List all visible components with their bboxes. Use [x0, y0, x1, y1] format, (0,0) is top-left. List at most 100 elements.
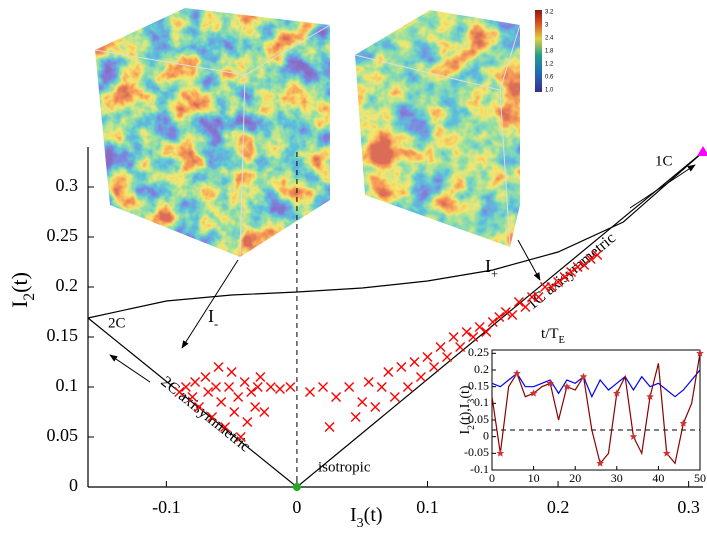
annotation: 1C: [655, 153, 673, 169]
annotation: I+: [485, 256, 498, 281]
label-part: I: [350, 504, 357, 526]
scatter-point: [592, 250, 603, 260]
star-marker: [646, 392, 654, 400]
x-tick-label: 0.2: [547, 497, 570, 517]
x-tick-label: 0.1: [416, 497, 439, 517]
scatter-point: [265, 382, 276, 392]
label-part: I: [485, 256, 491, 276]
scatter-point: [363, 377, 374, 387]
label-part: (t): [458, 385, 473, 399]
label-part: I: [208, 306, 214, 326]
scatter-point: [468, 332, 479, 342]
x-tick-label: 0: [292, 497, 301, 517]
scatter-point: [220, 422, 231, 432]
scatter-point: [415, 372, 426, 382]
subscript: 2: [21, 293, 38, 301]
scatter-point: [259, 407, 270, 417]
series-line: [491, 369, 701, 399]
scatter-point: [566, 267, 577, 277]
scatter-point: [200, 372, 211, 382]
scatter-point: [422, 352, 433, 362]
colorbar-label: 3: [545, 23, 549, 29]
scatter-point: [533, 292, 544, 302]
y-tick-label: 0.15: [47, 325, 79, 345]
scatter-point: [224, 382, 235, 392]
scatter-point: [553, 277, 564, 287]
label-part: I: [458, 430, 473, 435]
subscript: -: [214, 317, 218, 331]
scatter-point: [429, 362, 440, 372]
scatter-point: [494, 312, 505, 322]
scatter-point: [180, 382, 191, 392]
cube-edge: [499, 89, 511, 248]
x-tick-label: -0.1: [152, 497, 181, 517]
label-part: (t),I: [458, 403, 473, 425]
star-marker: [662, 449, 671, 457]
y-tick-label: 0: [483, 428, 489, 442]
annotation: 2C: [108, 315, 126, 331]
scatter-point: [513, 297, 524, 307]
star-marker: [546, 379, 554, 387]
scatter-point: [246, 387, 257, 397]
y-tick-label: 0.3: [56, 175, 79, 195]
scatter-point: [324, 422, 335, 432]
scatter-point: [235, 432, 246, 442]
label-part: (t): [7, 272, 32, 293]
colorbar-label: 1.8: [545, 49, 554, 55]
scatter-point: [500, 307, 511, 317]
colorbar-label: 1.0: [545, 88, 554, 94]
annotation: I-: [208, 306, 218, 331]
scatter-point: [396, 362, 407, 372]
scatter-point: [285, 382, 296, 392]
scatter-point: [402, 382, 413, 392]
scatter-point: [559, 272, 570, 282]
y-tick-label: 0: [69, 475, 78, 495]
star-marker: [513, 369, 521, 377]
scatter-point: [190, 377, 201, 387]
y-tick-label: 0.2: [56, 275, 79, 295]
cube-images: [94, 8, 542, 258]
scatter-point: [187, 392, 198, 402]
x-tick-label: 20: [569, 471, 581, 485]
arrow: [181, 259, 239, 349]
scatter-point: [585, 254, 596, 264]
scatter-point: [435, 342, 446, 352]
series-line: [491, 353, 701, 465]
scatter-point: [442, 352, 453, 362]
y-tick-label: -0.05: [464, 445, 489, 459]
scatter-point: [203, 387, 214, 397]
cube-right: [355, 10, 520, 247]
scatter-point: [216, 397, 227, 407]
subscript: +: [491, 267, 498, 281]
arrow: [629, 164, 696, 209]
corner-marker: [292, 483, 301, 491]
star-marker: [579, 372, 588, 380]
colorbar-label: 0.6: [545, 75, 554, 81]
y-tick-label: 0.1: [56, 375, 79, 395]
inset-frame: [491, 349, 701, 471]
scatter-point: [520, 302, 531, 312]
colorbar: [535, 10, 542, 92]
y-axis-label: I2(t),I3(t): [458, 385, 477, 434]
scatter-point: [474, 322, 485, 332]
x-axis-label: I3(t): [350, 504, 383, 531]
scatter-point: [274, 384, 285, 394]
scatter-point: [331, 392, 342, 402]
scatter-point: [207, 412, 218, 422]
scatter-point: [239, 377, 250, 387]
colorbar-label: 2.4: [545, 36, 554, 42]
scatter-point: [455, 342, 466, 352]
subscript: 2: [466, 425, 477, 430]
x-axis-label: t/TE: [541, 326, 565, 345]
scatter-point: [252, 382, 263, 392]
label-part: (t): [364, 504, 383, 526]
colorbar-label: 3.2: [545, 10, 554, 16]
star-marker: [596, 459, 604, 467]
label-part: t/T: [541, 326, 559, 342]
star-marker: [696, 349, 704, 357]
colorbar-label: 1.2: [545, 62, 554, 68]
scatter-point: [370, 402, 381, 412]
y-tick-label: -0.1: [470, 462, 489, 476]
scatter-point: [193, 402, 204, 412]
